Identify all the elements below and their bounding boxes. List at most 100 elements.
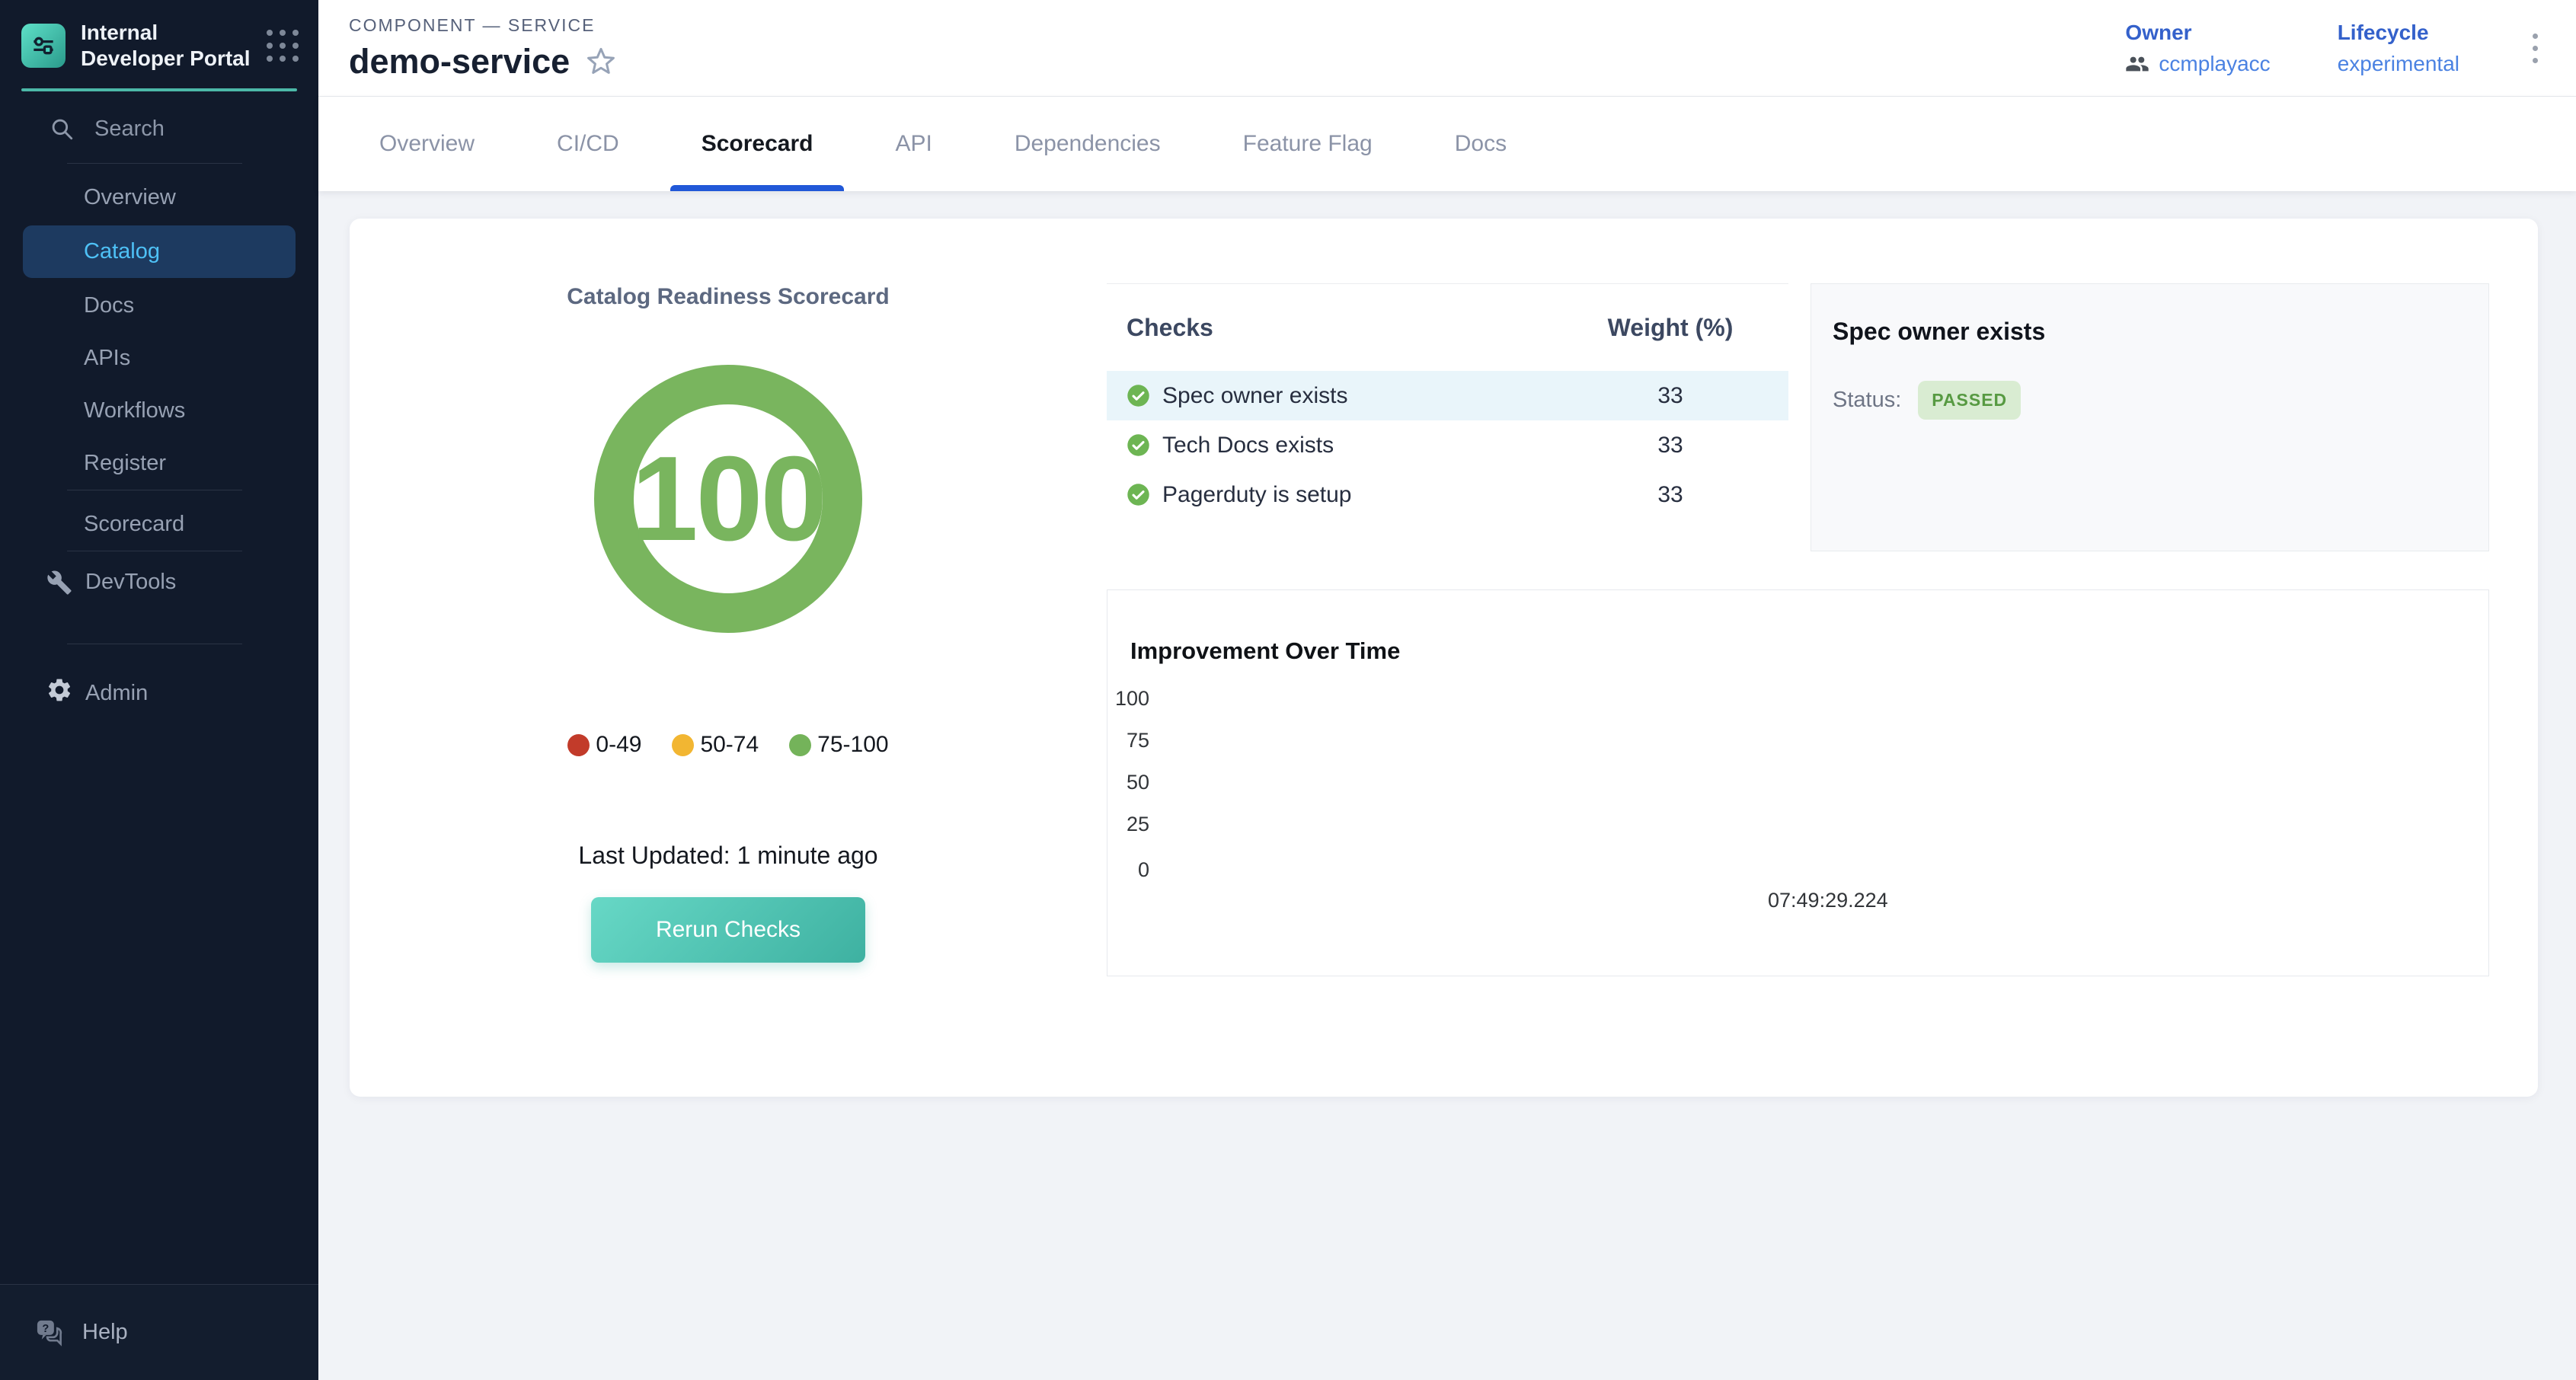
- checks-table: Checks Weight (%): [1107, 283, 1788, 551]
- check-circle-icon: [1127, 483, 1150, 506]
- entity-header: COMPONENT — SERVICE demo-service Owner: [318, 0, 2576, 97]
- sidebar-item-label: DevTools: [85, 570, 177, 595]
- chart-title: Improvement Over Time: [1130, 637, 1401, 664]
- y-axis-tick: 100: [1114, 687, 1149, 710]
- sidebar-item-apis[interactable]: APIs: [0, 332, 318, 385]
- favorite-star-icon[interactable]: [585, 46, 617, 78]
- sidebar-item-label: Scorecard: [84, 512, 185, 537]
- owner-label: Owner: [2125, 20, 2192, 44]
- owner-value: ccmplayacc: [2159, 51, 2271, 75]
- svg-text:?: ?: [42, 1323, 49, 1335]
- kebab-menu-icon[interactable]: [2526, 26, 2544, 71]
- score-legend: 0-49 50-74 75-100: [567, 732, 889, 758]
- checks-column-header: Checks: [1127, 313, 1213, 341]
- last-updated-text: Last Updated: 1 minute ago: [578, 842, 878, 869]
- check-weight: 33: [1657, 481, 1683, 507]
- sidebar-item-overview[interactable]: Overview: [0, 171, 318, 224]
- sidebar-item-admin[interactable]: Admin: [0, 663, 318, 724]
- wrench-icon: [46, 570, 73, 596]
- check-row-spec-owner[interactable]: Spec owner exists 33: [1107, 371, 1788, 420]
- legend-dot-yellow: [672, 733, 695, 756]
- check-row-tech-docs[interactable]: Tech Docs exists 33: [1107, 420, 1788, 470]
- y-axis-tick: 0: [1137, 858, 1149, 881]
- check-detail-title: Spec owner exists: [1833, 318, 2046, 345]
- owner-value-link[interactable]: ccmplayacc: [2125, 51, 2271, 76]
- legend-item-high: 75-100: [789, 732, 889, 758]
- score-gauge: 100: [594, 365, 862, 633]
- status-label: Status:: [1833, 388, 1902, 412]
- sidebar-logo-row: Internal Developer Portal: [0, 0, 318, 88]
- tab-overview[interactable]: Overview: [379, 131, 475, 156]
- sidebar-item-register[interactable]: Register: [0, 437, 318, 490]
- sidebar-item-docs[interactable]: Docs: [0, 280, 318, 332]
- check-name: Spec owner exists: [1162, 382, 1348, 408]
- sidebar-accent-divider: [21, 88, 297, 92]
- check-row-pagerduty[interactable]: Pagerduty is setup 33: [1107, 470, 1788, 519]
- sidebar-help[interactable]: ? Help: [0, 1284, 318, 1380]
- sidebar-divider: [67, 163, 242, 165]
- sidebar-item-label: Admin: [85, 680, 149, 705]
- sidebar-item-label: APIs: [84, 346, 131, 371]
- weight-column-header: Weight (%): [1607, 313, 1734, 341]
- owner-stat: Owner ccmplayacc: [2125, 21, 2270, 76]
- rerun-checks-button[interactable]: Rerun Checks: [591, 897, 865, 963]
- sidebar-item-label: Docs: [84, 293, 135, 318]
- sidebar-item-label: Workflows: [84, 398, 186, 423]
- improvement-chart: Improvement Over Time 100 75 50 25 0 07:…: [1107, 589, 2489, 976]
- app-logo-icon: [21, 24, 66, 69]
- active-tab-indicator: [670, 185, 845, 191]
- check-circle-icon: [1127, 433, 1150, 457]
- users-icon: [2125, 52, 2149, 76]
- tab-cicd[interactable]: CI/CD: [557, 131, 619, 156]
- main-area: COMPONENT — SERVICE demo-service Owner: [318, 0, 2576, 1380]
- checks-table-header: Checks Weight (%): [1107, 284, 1788, 371]
- y-axis-tick: 75: [1126, 729, 1149, 752]
- lifecycle-stat: Lifecycle experimental: [2338, 21, 2459, 76]
- check-circle-icon: [1127, 384, 1150, 407]
- tab-api[interactable]: API: [895, 131, 932, 156]
- scorecard-content: Catalog Readiness Scorecard 100 0-49 50-…: [318, 191, 2576, 1380]
- tab-docs[interactable]: Docs: [1454, 131, 1507, 156]
- tab-feature-flag[interactable]: Feature Flag: [1242, 131, 1373, 156]
- help-chat-icon: ?: [35, 1318, 64, 1347]
- sidebar-item-label: Register: [84, 451, 166, 476]
- legend-item-mid: 50-74: [672, 732, 759, 758]
- sidebar-item-scorecard[interactable]: Scorecard: [0, 498, 318, 551]
- check-weight: 33: [1657, 432, 1683, 458]
- search-label: Search: [94, 116, 165, 141]
- y-axis-tick: 25: [1126, 813, 1149, 835]
- tab-scorecard[interactable]: Scorecard: [660, 97, 855, 191]
- sidebar-item-workflows[interactable]: Workflows: [0, 385, 318, 437]
- breadcrumb: COMPONENT — SERVICE: [349, 14, 596, 35]
- sidebar-item-devtools[interactable]: DevTools: [0, 556, 318, 609]
- sidebar: Internal Developer Portal Search Overvie…: [0, 0, 318, 1380]
- y-axis-tick: 50: [1126, 771, 1149, 794]
- lifecycle-value: experimental: [2337, 51, 2459, 75]
- help-label: Help: [82, 1320, 128, 1344]
- scorecard-details: Checks Weight (%): [1107, 219, 2538, 1097]
- tab-dependencies[interactable]: Dependencies: [1014, 131, 1161, 156]
- entity-tabs: Overview CI/CD Scorecard API Dependencie…: [318, 97, 2576, 191]
- sidebar-search[interactable]: Search: [0, 91, 318, 163]
- lifecycle-label: Lifecycle: [2337, 20, 2429, 44]
- status-badge: PASSED: [1918, 381, 2021, 420]
- search-icon: [49, 116, 75, 142]
- legend-item-low: 0-49: [567, 732, 641, 758]
- gear-icon: [46, 676, 73, 710]
- apps-grid-icon[interactable]: [267, 30, 299, 62]
- legend-dot-green: [789, 733, 812, 756]
- check-detail-panel: Spec owner exists Status: PASSED: [1811, 283, 2489, 551]
- scorecard-panel: Catalog Readiness Scorecard 100 0-49 50-…: [350, 219, 2538, 1097]
- check-name: Tech Docs exists: [1162, 432, 1334, 458]
- score-value: 100: [631, 431, 828, 566]
- scorecard-summary: Catalog Readiness Scorecard 100 0-49 50-…: [350, 219, 1107, 1097]
- legend-dot-red: [567, 733, 590, 756]
- sidebar-item-catalog[interactable]: Catalog: [23, 225, 296, 279]
- sidebar-item-label: Catalog: [84, 239, 160, 264]
- page-title: demo-service: [349, 41, 570, 81]
- check-name: Pagerduty is setup: [1162, 481, 1352, 507]
- app-title: Internal Developer Portal: [81, 21, 251, 71]
- scorecard-title: Catalog Readiness Scorecard: [567, 284, 890, 309]
- x-axis-tick: 07:49:29.224: [1768, 889, 1888, 912]
